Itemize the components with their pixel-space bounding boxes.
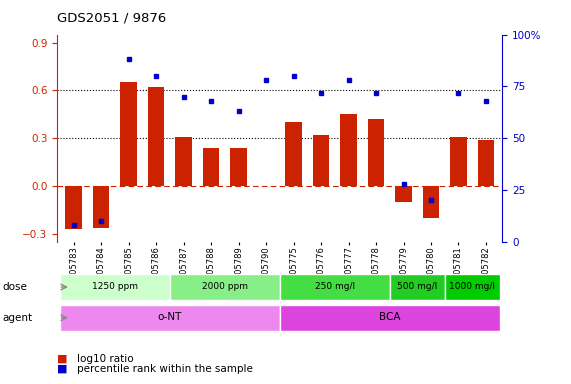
Bar (368, 119, 384, 186)
Text: BCA: BCA (379, 312, 400, 322)
Text: 1250 ppm: 1250 ppm (92, 282, 138, 291)
Text: 1000 mg/l: 1000 mg/l (449, 282, 495, 291)
Bar (390, 274, 445, 300)
Bar (280, 274, 390, 300)
Bar (230, 148, 247, 186)
Text: percentile rank within the sample: percentile rank within the sample (77, 364, 253, 374)
Bar (203, 148, 219, 186)
Text: 250 mg/l: 250 mg/l (315, 282, 355, 291)
Bar (65, 186, 82, 229)
Text: o-NT: o-NT (158, 312, 182, 322)
Bar (120, 83, 137, 186)
Bar (445, 274, 500, 300)
Text: log10 ratio: log10 ratio (77, 354, 134, 364)
Bar (451, 137, 467, 186)
Bar (148, 87, 164, 186)
Bar (280, 305, 500, 331)
Bar (478, 140, 494, 186)
Bar (395, 186, 412, 202)
Text: dose: dose (3, 282, 28, 292)
Text: 2000 ppm: 2000 ppm (202, 282, 248, 291)
Bar (423, 186, 439, 218)
Text: 500 mg/l: 500 mg/l (397, 282, 437, 291)
Text: ■: ■ (57, 364, 67, 374)
Text: GDS2051 / 9876: GDS2051 / 9876 (57, 12, 166, 25)
Bar (93, 186, 109, 228)
Bar (340, 114, 357, 186)
Bar (60, 274, 170, 300)
Text: agent: agent (3, 313, 33, 323)
Bar (60, 305, 280, 331)
Text: ■: ■ (57, 354, 67, 364)
Bar (170, 274, 280, 300)
Bar (313, 135, 329, 186)
Bar (286, 122, 302, 186)
Bar (175, 137, 192, 186)
